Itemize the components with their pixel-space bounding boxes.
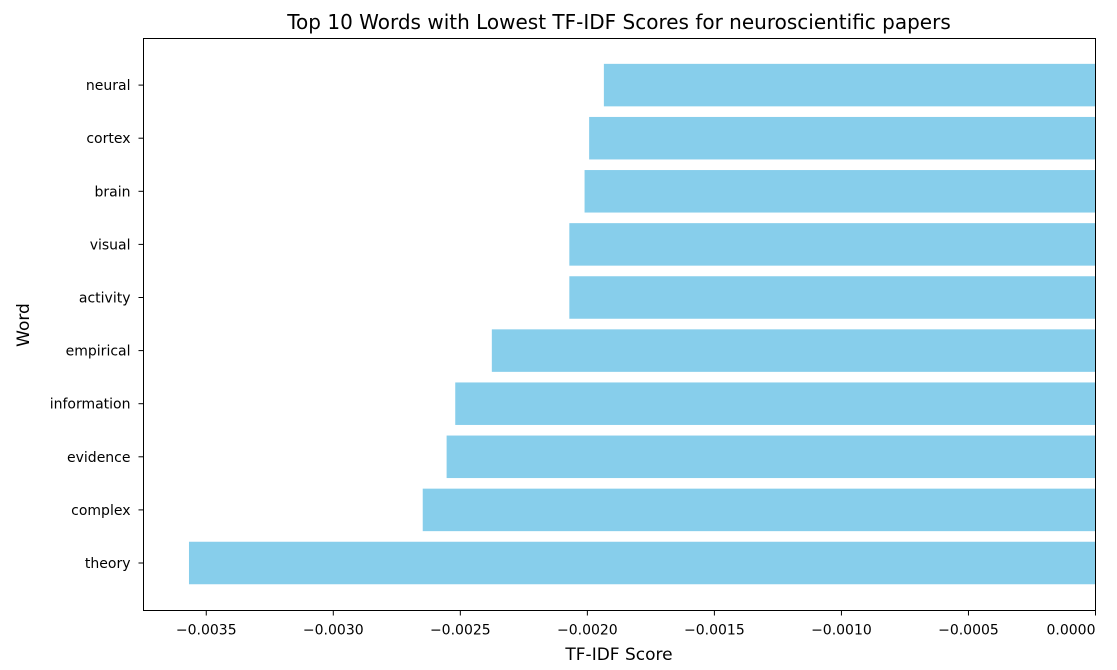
bar-theory bbox=[188, 541, 1096, 585]
x-tick-label: −0.0005 bbox=[938, 623, 999, 639]
y-tick-label: evidence bbox=[67, 450, 130, 466]
y-ticks-group: theory complex evidence information empirica… bbox=[50, 78, 144, 572]
bars-group bbox=[188, 63, 1096, 585]
x-axis-label: TF-IDF Score bbox=[564, 645, 672, 665]
x-tick-label: −0.0015 bbox=[684, 623, 745, 639]
y-tick-label: activity bbox=[79, 291, 131, 307]
bar-cortex bbox=[589, 116, 1096, 160]
y-tick-label: complex bbox=[71, 503, 130, 519]
x-tick-label: −0.0010 bbox=[811, 623, 872, 639]
y-tick-label: information bbox=[50, 397, 131, 413]
y-tick-label: neural bbox=[86, 78, 131, 94]
y-tick-label: empirical bbox=[66, 344, 131, 360]
x-tick-label: −0.0025 bbox=[430, 623, 491, 639]
y-tick-label: brain bbox=[95, 184, 131, 200]
bar-empirical bbox=[491, 329, 1096, 372]
x-ticks-group: −0.0035 −0.0030 −0.0025 −0.0020 −0.0015 −0.00… bbox=[176, 610, 1096, 639]
y-tick-label: cortex bbox=[86, 131, 130, 147]
bar-complex bbox=[422, 488, 1096, 532]
y-tick-label: theory bbox=[85, 556, 131, 572]
x-tick-label: 0.0000 bbox=[1047, 623, 1096, 639]
bar-brain bbox=[584, 170, 1096, 213]
x-tick-label: −0.0020 bbox=[557, 623, 618, 639]
y-tick-label: visual bbox=[90, 237, 131, 253]
chart-title: Top 10 Words with Lowest TF-IDF Scores f… bbox=[286, 10, 951, 34]
bar-information bbox=[455, 382, 1096, 425]
x-tick-label: −0.0035 bbox=[176, 623, 237, 639]
bar-neural bbox=[603, 63, 1096, 107]
bar-activity bbox=[569, 276, 1096, 319]
plot-frame bbox=[143, 38, 1096, 611]
x-tick-label: −0.0030 bbox=[303, 623, 364, 639]
bar-evidence bbox=[446, 435, 1096, 479]
bar-visual bbox=[569, 223, 1096, 266]
y-axis-label: Word bbox=[14, 303, 34, 347]
